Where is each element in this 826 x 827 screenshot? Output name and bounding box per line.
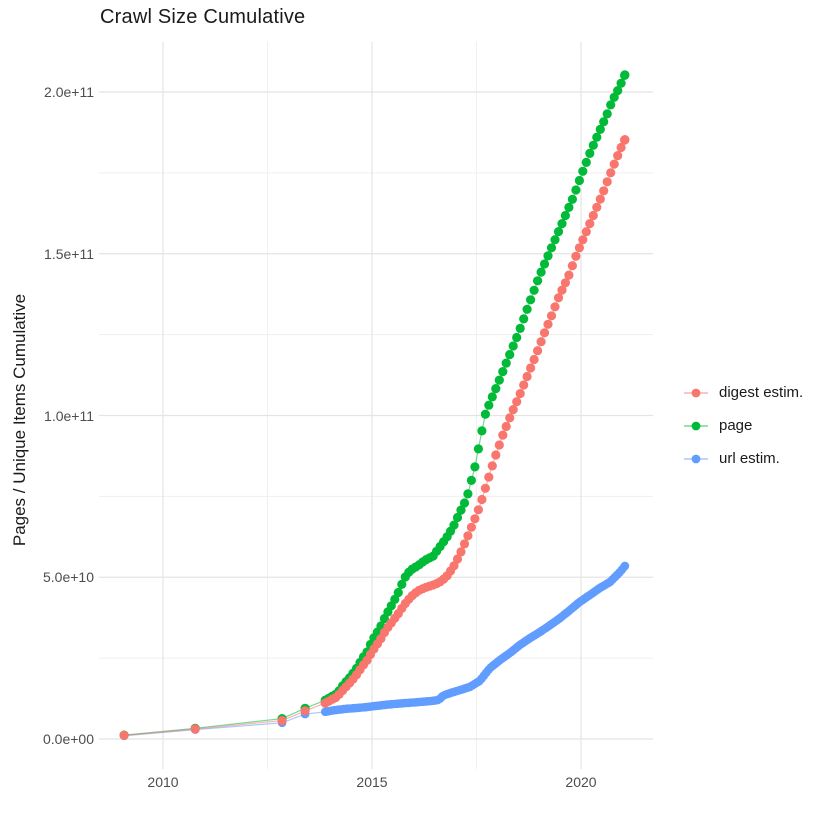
x-tick-label: 2010 <box>147 774 179 790</box>
y-tick-label: 1.5e+11 <box>44 245 94 262</box>
y-tick-label: 5.0e+10 <box>43 569 94 586</box>
y-tick-label: 0.0e+00 <box>43 731 94 747</box>
legend-item-digest-estim: digest estim. <box>683 376 803 409</box>
x-tick-label: 2015 <box>356 774 388 790</box>
series-page <box>119 70 630 740</box>
y-axis-title: Pages / Unique Items Cumulative <box>10 293 29 547</box>
legend-key-icon <box>684 454 708 463</box>
legend-label: digest estim. <box>719 384 804 401</box>
series-url-estim <box>119 561 630 741</box>
x-tick-label: 2020 <box>565 774 597 790</box>
legend-key-icon <box>684 388 708 397</box>
legend-item-page: page <box>683 409 803 442</box>
y-tick-label: 1.0e+11 <box>44 407 94 424</box>
legend-key-icon <box>684 421 708 430</box>
legend-item-url-estim: url estim. <box>683 442 803 475</box>
series-digest-estim <box>119 135 630 741</box>
chart-title: Crawl Size Cumulative <box>100 6 306 28</box>
legend: digest estim. page url estim. <box>683 376 803 475</box>
legend-label: page <box>719 417 753 434</box>
series-points-url-estim <box>119 561 630 741</box>
series-points-page <box>119 70 630 740</box>
series-points-digest-estim <box>119 135 630 741</box>
gridlines <box>99 42 653 769</box>
y-tick-label: 2.0e+11 <box>44 84 94 100</box>
legend-label: url estim. <box>719 450 780 467</box>
